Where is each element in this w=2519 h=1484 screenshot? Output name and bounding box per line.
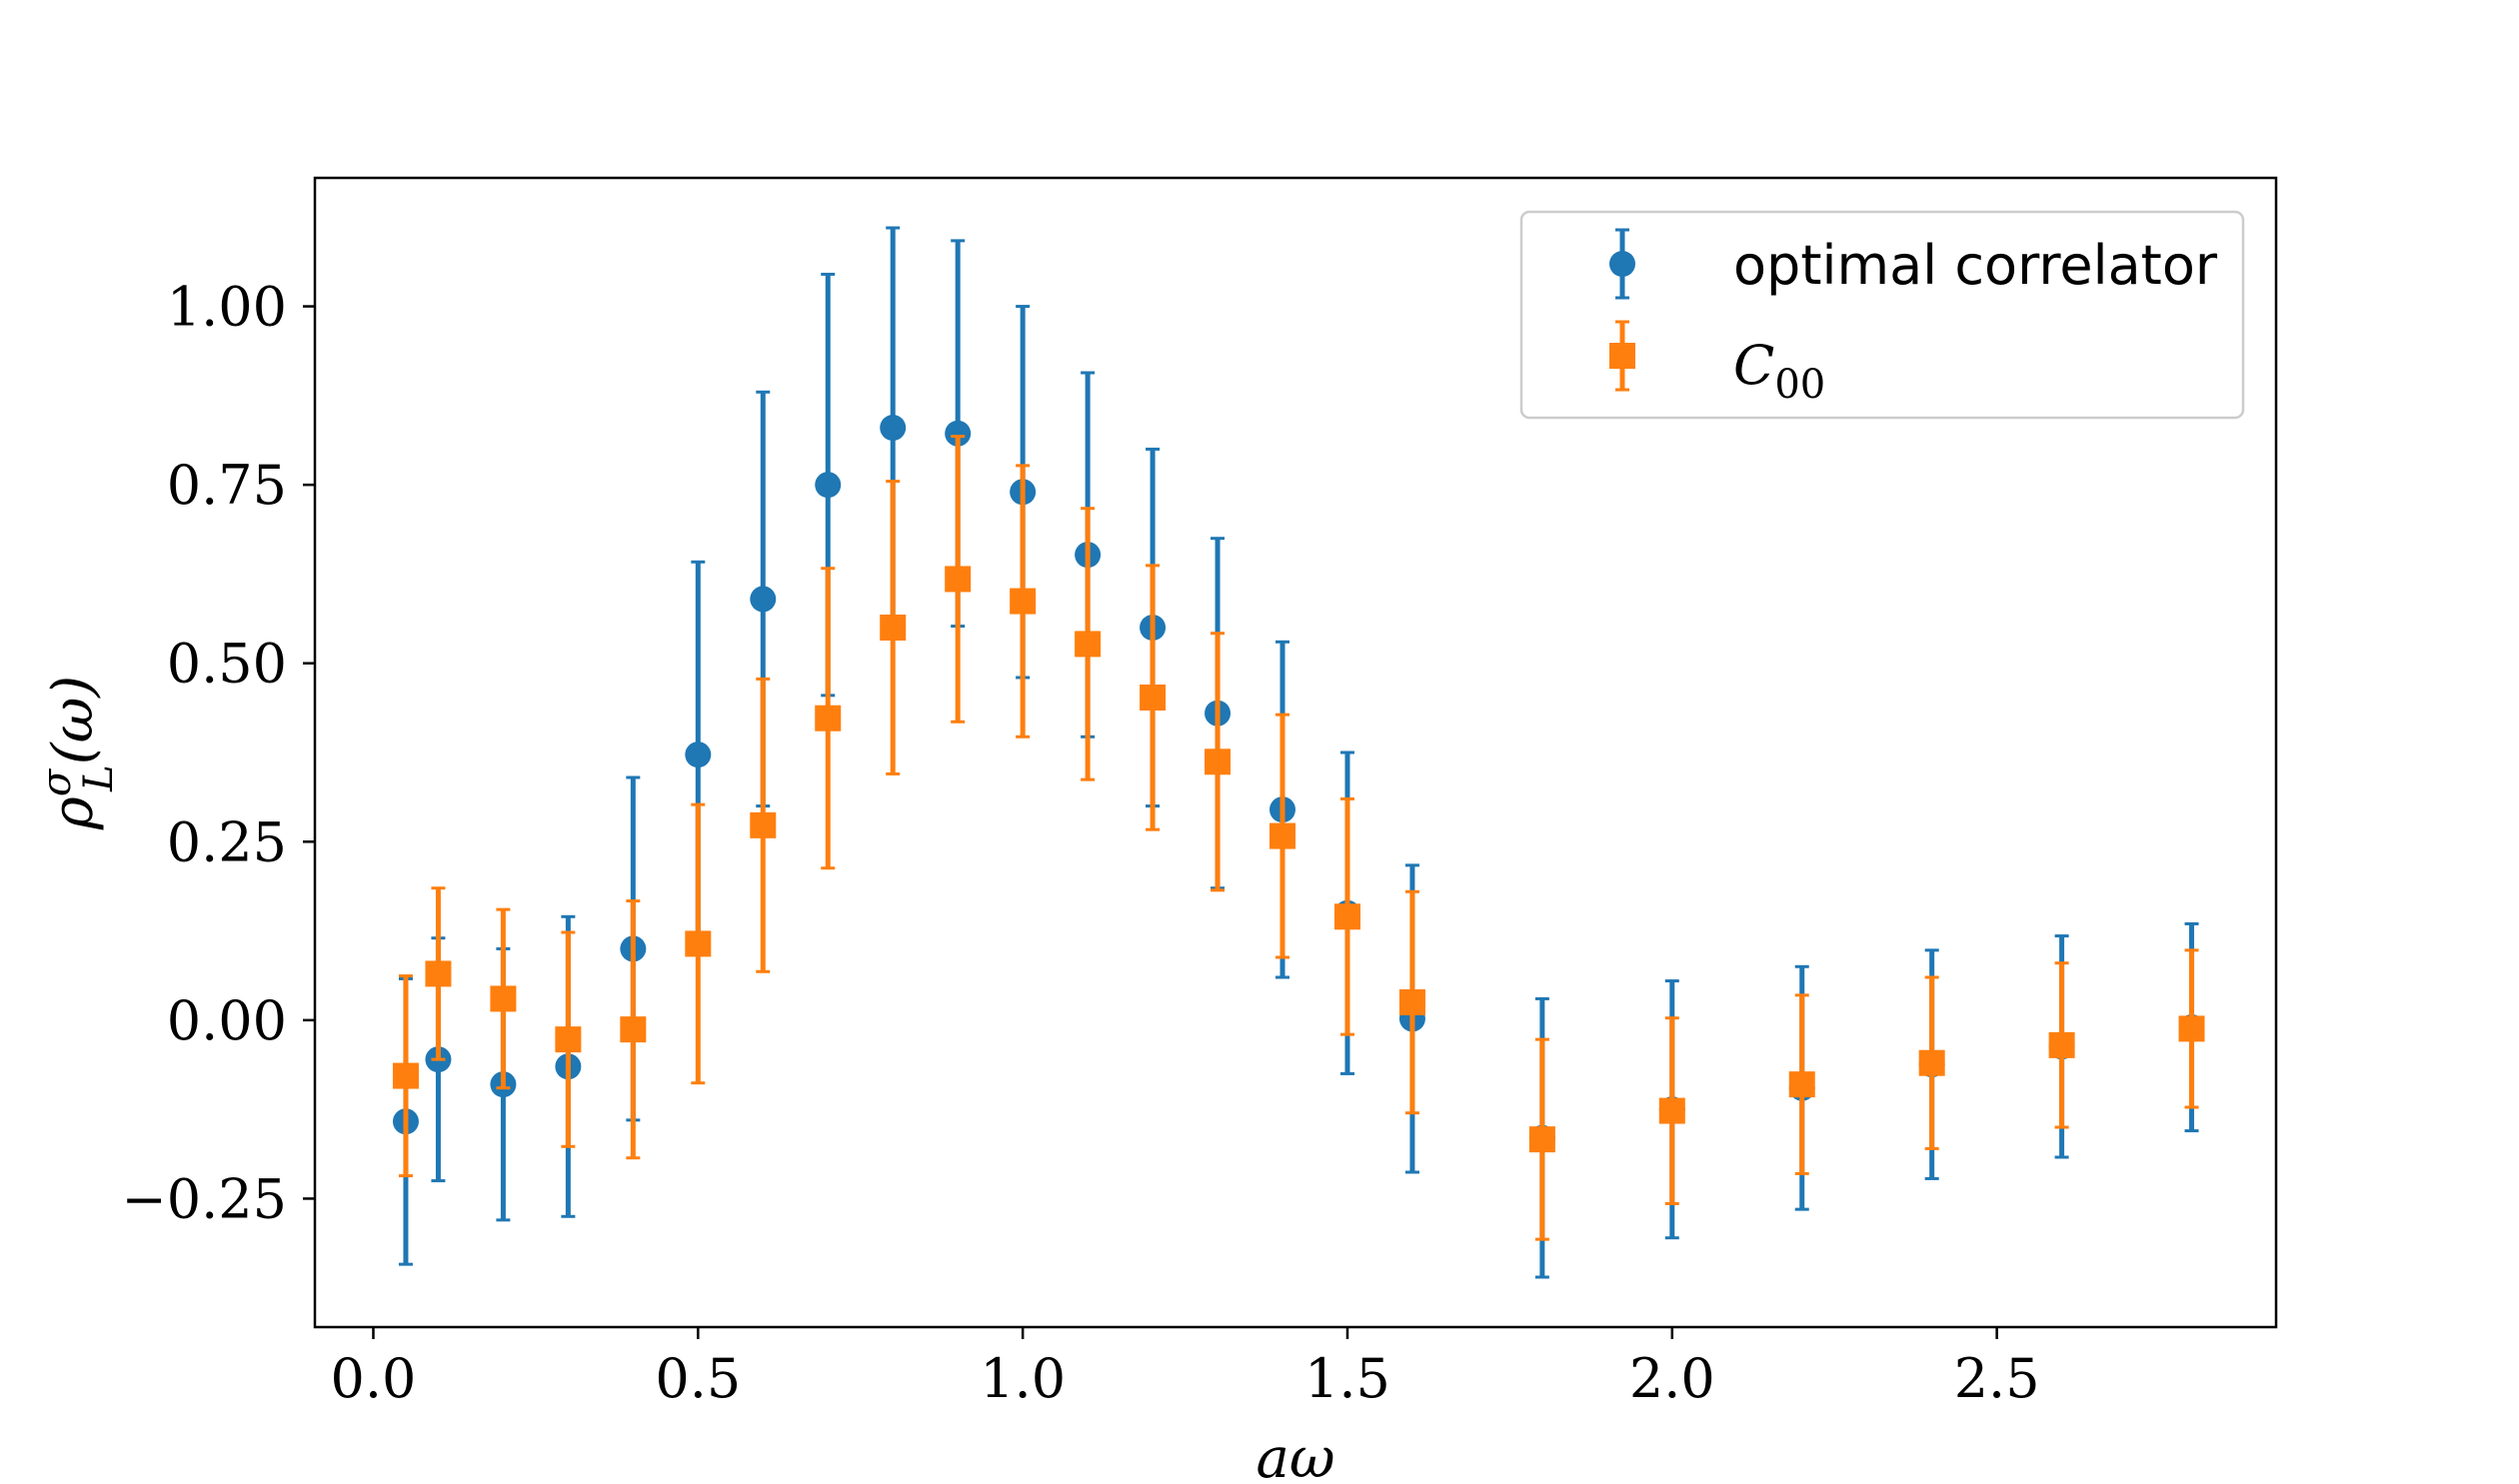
x-tick-label: 0.0 <box>331 1347 417 1410</box>
ticks-layer: 0.0 0.5 1.0 1.5 2.0 2.5 −0.25 0.00 0.25 0.50 0.75 1… <box>122 276 2040 1410</box>
x-tick-label: 1.5 <box>1304 1347 1390 1410</box>
legend-box <box>1519 210 2245 420</box>
data-point <box>880 615 907 641</box>
data-point <box>2048 1031 2075 1058</box>
legend-marker <box>1609 343 1635 369</box>
y-tick-label: 0.75 <box>167 454 287 517</box>
data-point <box>1658 1097 1685 1124</box>
data-point <box>1075 631 1102 658</box>
legend-label-optimal-correlator: optimal correlator <box>1733 234 2218 297</box>
y-tick-label: 0.25 <box>167 810 287 873</box>
data-point <box>620 1016 647 1043</box>
data-point <box>392 1062 419 1089</box>
x-axis-label: aω <box>1256 1426 1334 1484</box>
data-point <box>945 420 972 447</box>
y-axis-label-sub: L <box>76 764 122 792</box>
legend: optimal correlator C00 <box>1519 210 2245 420</box>
legend-handle-optimal-correlator <box>1609 228 1635 300</box>
data-point <box>815 472 842 499</box>
legend-handle-c00 <box>1609 320 1635 392</box>
data-point <box>1788 1071 1815 1098</box>
data-point <box>815 705 842 732</box>
y-tick-label: 0.50 <box>167 633 287 696</box>
data-point <box>685 742 712 768</box>
data-point <box>1140 685 1167 711</box>
x-tick-label: 2.0 <box>1629 1347 1715 1410</box>
y-tick-label: 1.00 <box>167 276 287 339</box>
data-point <box>880 415 907 441</box>
y-tick-label: 0.00 <box>167 989 287 1052</box>
data-point <box>1205 748 1232 775</box>
x-tick-label: 1.0 <box>980 1347 1066 1410</box>
legend-label-c00-main: C <box>1733 334 1774 397</box>
y-axis-label-main: ρ <box>41 796 106 830</box>
y-axis-label-sup: σ <box>34 767 80 796</box>
data-point <box>1269 822 1296 849</box>
plot-frame <box>313 176 2278 1329</box>
data-point <box>685 930 712 957</box>
series-square <box>392 435 2205 1241</box>
y-axis-label-suffix: (ω) <box>41 676 106 764</box>
data-point <box>555 1026 582 1053</box>
svg-text:ρσL(ω): ρσL(ω) <box>34 676 122 830</box>
y-axis-label: ρσL(ω) <box>34 676 122 830</box>
data-point <box>1918 1049 1945 1076</box>
legend-label-c00: C00 <box>1733 334 1825 408</box>
x-tick-label: 2.5 <box>1954 1347 2040 1410</box>
legend-label-c00-sub: 00 <box>1774 362 1825 408</box>
data-point <box>750 811 777 838</box>
data-point <box>750 586 777 613</box>
data-point <box>1333 903 1360 930</box>
data-point <box>425 960 452 987</box>
data-point <box>1010 588 1037 615</box>
data-point <box>490 985 517 1012</box>
data-point <box>2178 1015 2205 1042</box>
y-tick-label: −0.25 <box>122 1167 287 1230</box>
data-point <box>1528 1126 1555 1153</box>
x-tick-label: 0.5 <box>655 1347 741 1410</box>
data-point <box>1398 989 1425 1015</box>
data-point <box>945 566 972 593</box>
series-layer <box>392 226 2205 1279</box>
legend-marker <box>1609 251 1635 277</box>
